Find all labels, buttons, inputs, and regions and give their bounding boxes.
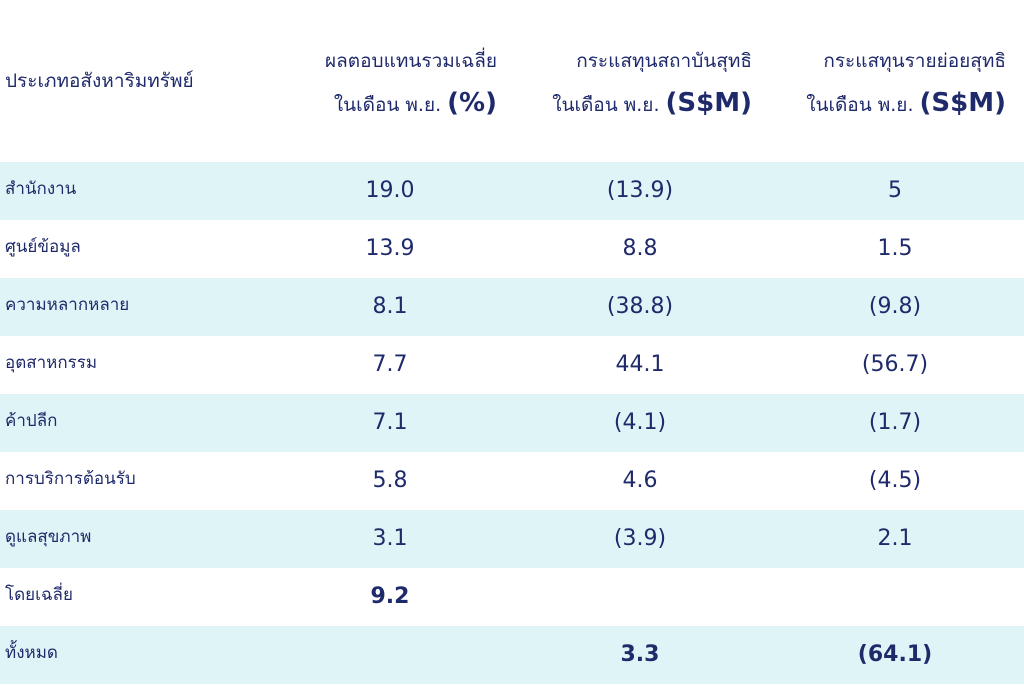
table-cell: (38.8) xyxy=(606,294,674,319)
header-line: ในเดือน พ.ย. (%) xyxy=(325,82,497,126)
header-cell: กระแสทุนรายย่อยสุทธิ ในเดือน พ.ย. (S$M) xyxy=(806,40,1006,126)
table-header: ประเภทอสังหาริมทรัพย์ ผลตอบแทนรวมเฉลี่ย … xyxy=(0,0,1024,162)
header-line: กระแสทุนสถาบันสุทธิ xyxy=(576,50,752,72)
table-row: ทั้งหมด 3.3 (64.1) xyxy=(0,626,1024,684)
table-cell: 8.1 xyxy=(372,294,408,319)
table-row: อุตสาหกรรม 7.7 44.1 (56.7) xyxy=(0,336,1024,394)
header-cell: ผลตอบแทนรวมเฉลี่ย ในเดือน พ.ย. (%) xyxy=(325,40,497,126)
table-cell: 9.2 xyxy=(370,584,410,609)
table-cell: 5.8 xyxy=(372,468,408,493)
row-label: ความหลากหลาย xyxy=(5,295,130,315)
header-line: ในเดือน พ.ย. (S$M) xyxy=(552,82,752,126)
header-text: ในเดือน พ.ย. xyxy=(333,94,442,116)
table-row: การบริการต้อนรับ 5.8 4.6 (4.5) xyxy=(0,452,1024,510)
table-cell: (4.1) xyxy=(613,410,667,435)
header-line: ในเดือน พ.ย. (S$M) xyxy=(806,82,1006,126)
header-text: ในเดือน พ.ย. xyxy=(806,94,914,116)
header-cell: ประเภทอสังหาริมทรัพย์ xyxy=(5,70,194,92)
header-unit: (S$M) xyxy=(919,88,1006,118)
table-row: ความหลากหลาย 8.1 (38.8) (9.8) xyxy=(0,278,1024,336)
table-cell: 13.9 xyxy=(365,236,415,261)
row-label: ทั้งหมด xyxy=(5,643,58,663)
table-cell: 3.1 xyxy=(372,526,408,551)
table-cell: (56.7) xyxy=(861,352,929,377)
table-cell: 1.5 xyxy=(877,236,913,261)
header-text: ในเดือน พ.ย. xyxy=(552,94,660,116)
table-cell: (1.7) xyxy=(868,410,922,435)
table-cell: (4.5) xyxy=(868,468,922,493)
table-cell: 2.1 xyxy=(877,526,913,551)
header-cell: กระแสทุนสถาบันสุทธิ ในเดือน พ.ย. (S$M) xyxy=(552,40,752,126)
table-row: ค้าปลีก 7.1 (4.1) (1.7) xyxy=(0,394,1024,452)
table-cell: 19.0 xyxy=(365,178,415,203)
table-cell: 7.1 xyxy=(372,410,408,435)
row-label: โดยเฉลี่ย xyxy=(5,585,73,605)
table-row: ศูนย์ข้อมูล 13.9 8.8 1.5 xyxy=(0,220,1024,278)
table-cell: 7.7 xyxy=(372,352,408,377)
table-cell: 4.6 xyxy=(622,468,658,493)
table-cell: (3.9) xyxy=(613,526,667,551)
table-row: ดูแลสุขภาพ 3.1 (3.9) 2.1 xyxy=(0,510,1024,568)
table-cell: (9.8) xyxy=(868,294,922,319)
header-unit: (%) xyxy=(447,88,497,118)
row-label: สำนักงาน xyxy=(5,179,77,199)
row-label: ศูนย์ข้อมูล xyxy=(5,237,81,257)
table-body: สำนักงาน 19.0 (13.9) 5 ศูนย์ข้อมูล 13.9 8.8 1.5… xyxy=(0,162,1024,684)
table-cell: 44.1 xyxy=(615,352,665,377)
table-cell: 3.3 xyxy=(620,642,660,667)
table-cell: (64.1) xyxy=(857,642,933,667)
table-row: โดยเฉลี่ย 9.2 xyxy=(0,568,1024,626)
table-cell: (13.9) xyxy=(606,178,674,203)
table-row: สำนักงาน 19.0 (13.9) 5 xyxy=(0,162,1024,220)
row-label: ดูแลสุขภาพ xyxy=(5,527,92,547)
row-label: อุตสาหกรรม xyxy=(5,353,98,373)
header-unit: (S$M) xyxy=(665,88,752,118)
header-line: ผลตอบแทนรวมเฉลี่ย xyxy=(325,50,497,72)
row-label: การบริการต้อนรับ xyxy=(5,469,136,489)
row-label: ค้าปลีก xyxy=(5,411,58,431)
table-cell: 5 xyxy=(888,178,902,203)
header-line: กระแสทุนรายย่อยสุทธิ xyxy=(823,50,1006,72)
table-cell: 8.8 xyxy=(622,236,658,261)
